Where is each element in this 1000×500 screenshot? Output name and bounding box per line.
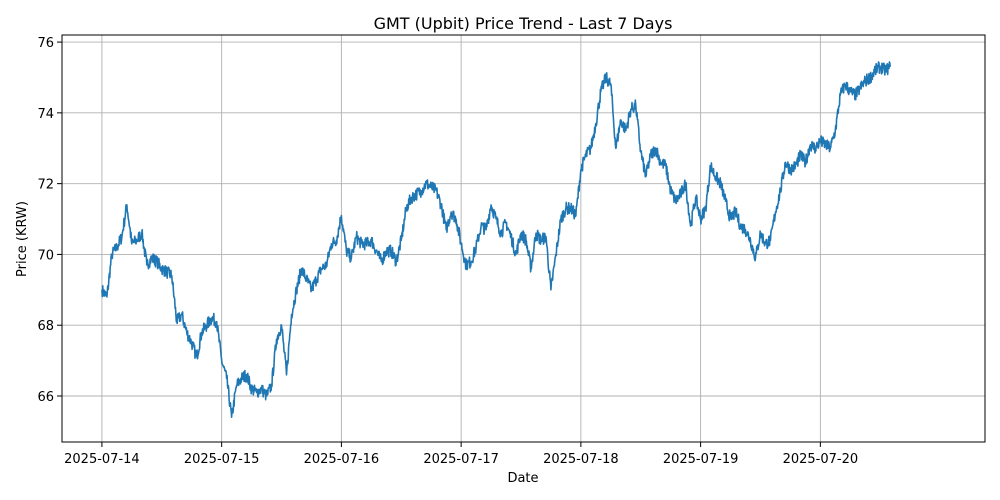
x-tick-label: 2025-07-14 [64,452,140,467]
y-tick-label: 66 [37,390,54,405]
y-tick-label: 76 [37,36,54,51]
y-axis-label: Price (KRW) [15,201,30,277]
y-tick-label: 72 [37,178,54,193]
x-tick-label: 2025-07-20 [783,452,859,467]
x-axis-label: Date [507,471,538,486]
y-tick-label: 70 [37,248,54,263]
tick-layer: 2025-07-14 2025-07-15 2025-07-16 2025-07-17… [37,36,858,467]
chart-title: GMT (Upbit) Price Trend - Last 7 Days [374,14,673,33]
x-tick-label: 2025-07-15 [184,452,260,467]
x-tick-label: 2025-07-18 [543,452,619,467]
y-tick-label: 68 [37,319,54,334]
x-tick-label: 2025-07-16 [304,452,380,467]
grid-layer [62,35,985,442]
x-tick-label: 2025-07-19 [663,452,739,467]
x-tick-label: 2025-07-17 [423,452,499,467]
price-series-line [101,61,891,418]
plot-frame [61,34,986,443]
y-tick-label: 74 [37,107,54,122]
